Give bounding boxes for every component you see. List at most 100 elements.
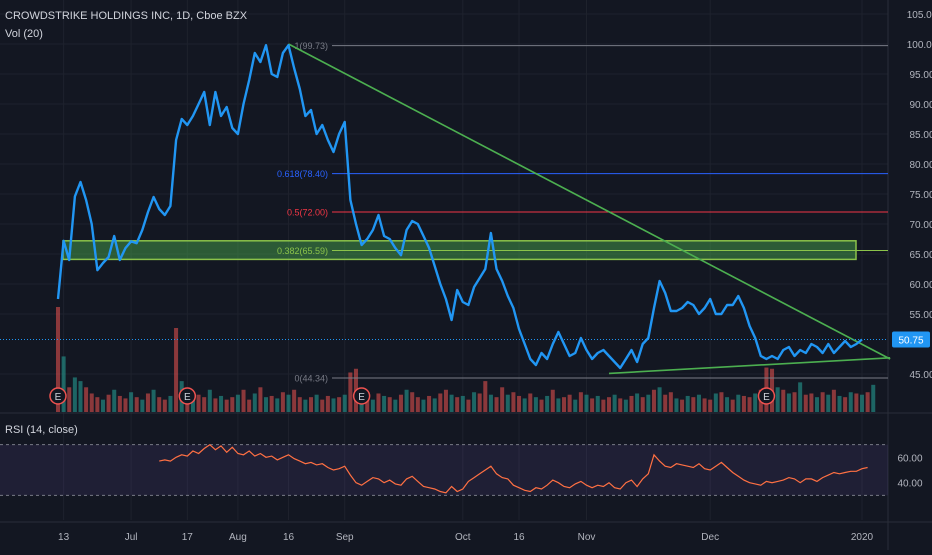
volume-bar (382, 395, 387, 412)
volume-bar (539, 399, 544, 412)
volume-bar (792, 392, 797, 412)
earnings-marker (757, 387, 776, 405)
time-axis-tick: 16 (283, 532, 295, 543)
volume-bar (202, 397, 207, 412)
volume-bar (89, 393, 94, 412)
volume-bar (725, 397, 730, 412)
volume-bar (404, 389, 409, 412)
volume-bar (449, 394, 454, 412)
volume-bar (235, 394, 240, 412)
volume-bar (168, 395, 173, 412)
volume-bar (55, 307, 61, 412)
symbol-title[interactable]: CROWDSTRIKE HOLDINGS INC, 1D, Cboe BZX (5, 10, 248, 22)
volume-bar (848, 392, 853, 412)
volume-bar (95, 397, 100, 412)
volume-bar (219, 395, 224, 412)
rsi-indicator-label[interactable]: RSI (14, close) (5, 424, 78, 436)
volume-bar (213, 398, 218, 412)
rsi-series-line (159, 443, 868, 494)
volume-bar (117, 395, 122, 412)
volume-bar (488, 394, 493, 412)
volume-bar (67, 387, 72, 412)
volume-bar (106, 394, 111, 412)
volume-bar (342, 394, 347, 412)
volume-bar (196, 394, 201, 412)
trend-layer (288, 43, 891, 375)
time-axis-tick: Oct (455, 532, 471, 543)
volume-bar (871, 384, 876, 412)
current-price-tag-label: 50.75 (898, 336, 923, 347)
volume-bar (820, 392, 825, 412)
volume-bar (297, 397, 302, 412)
volume-bar (629, 395, 634, 412)
upper-trendline (288, 43, 891, 360)
volume-bar (584, 394, 589, 412)
volume-bar (460, 395, 465, 412)
volume-bar (567, 394, 572, 412)
volume-bar (578, 392, 583, 412)
volume-bar (803, 394, 808, 412)
volume-bar (533, 397, 538, 412)
axis-layer: 105.00 100.00 95.00 90.00 85.00 80.00 75.00 70.… (58, 10, 932, 543)
volume-bar (140, 399, 145, 412)
volume-bar (84, 387, 89, 412)
volume-bar (651, 389, 656, 412)
volume-bar (247, 399, 252, 412)
volume-bar (741, 395, 746, 412)
volume-bar (500, 387, 505, 412)
time-axis-tick: Sep (336, 532, 354, 543)
volume-bar (702, 398, 707, 412)
volume-bar (708, 399, 713, 412)
volume-indicator-label[interactable]: Vol (20) (5, 28, 43, 40)
volume-bar (410, 392, 415, 412)
time-axis-tick: Nov (578, 532, 596, 543)
earnings-marker-label: E (763, 392, 770, 403)
price-axis-tick: 45.00 (909, 370, 932, 381)
volume-bar (573, 399, 578, 412)
time-axis-tick: 13 (58, 532, 70, 543)
time-axis-tick: 2020 (851, 532, 874, 543)
volume-bar (269, 395, 274, 412)
volume-bar (747, 397, 752, 412)
fib-level-label: 0.618(78.40) (277, 169, 328, 179)
volume-bar (854, 393, 859, 412)
earnings-marker (178, 387, 197, 405)
volume-bar (505, 394, 510, 412)
volume-bar (466, 399, 471, 412)
volume-bar (612, 394, 617, 412)
fib-level-label: 0.5(72.00) (287, 208, 328, 218)
volume-bar (590, 398, 595, 412)
volume-bar (376, 393, 381, 412)
volume-bar (123, 398, 128, 412)
volume-bar (775, 387, 780, 412)
volume-bar (472, 392, 477, 412)
fib-top-label: 1(99.73) (294, 41, 328, 51)
volume-bar (635, 393, 640, 412)
volume-bar (78, 381, 83, 412)
volume-bar (831, 389, 836, 412)
volume-bar (129, 392, 134, 412)
volume-bar (606, 397, 612, 412)
volume-bar (427, 395, 432, 412)
volume-bar (713, 393, 718, 412)
volume-bar (432, 398, 437, 412)
earnings-marker-label: E (55, 392, 62, 403)
volume-bar (640, 397, 645, 412)
volume-bar (224, 399, 229, 412)
volume-bar (477, 393, 482, 412)
volume-bar (308, 397, 314, 412)
volume-bar (292, 389, 297, 412)
volume-bar (623, 399, 628, 412)
volume-bar (601, 399, 606, 412)
volume-bar (781, 389, 786, 412)
volume-bar (786, 393, 791, 412)
volume-bar (151, 389, 156, 412)
volume-bar (365, 397, 370, 412)
volume-bar (398, 394, 403, 412)
rsi-axis-tick: 40.00 (897, 479, 922, 490)
volume-bar (522, 398, 527, 412)
price-axis-tick: 80.00 (909, 160, 932, 171)
